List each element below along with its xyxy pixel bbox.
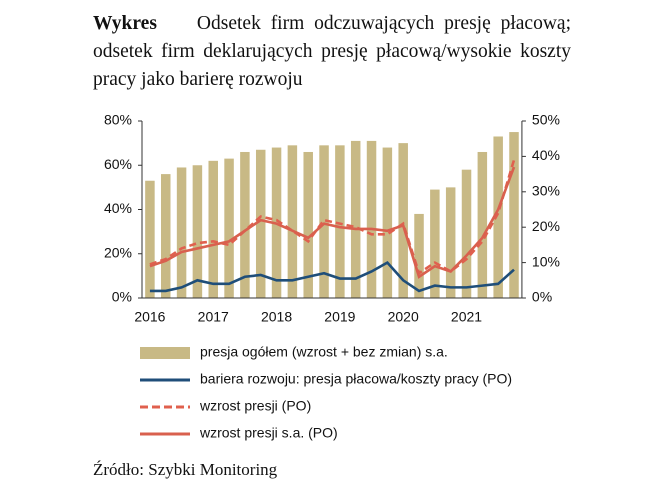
line — [149, 260, 515, 293]
bar — [493, 136, 503, 298]
bar — [208, 160, 218, 298]
bar — [398, 143, 408, 298]
y-tick-label: 60% — [104, 156, 132, 172]
y-tick-label: 20% — [104, 244, 132, 260]
y-tick-label: 40% — [104, 200, 132, 216]
chart: 0% 20% 40% 60% 80% 0% 10% 20% 30% 40% 50% 2016 2017 2… — [104, 112, 560, 441]
line — [149, 166, 516, 279]
bar — [414, 213, 424, 298]
line — [149, 159, 516, 276]
y2-tick-label: 50% — [532, 112, 560, 128]
y2-tick-label: 20% — [532, 218, 560, 234]
bar — [287, 145, 298, 298]
bar — [445, 187, 456, 298]
bar — [319, 145, 329, 298]
bar — [240, 151, 250, 298]
x-tick-label: 2016 — [134, 309, 165, 325]
bar — [145, 180, 155, 298]
source: Źródło: Szybki Monitoring — [93, 460, 278, 479]
y-tick-label: 80% — [104, 112, 132, 128]
x-tick-label: 2018 — [261, 309, 292, 325]
legend-swatch — [140, 347, 190, 359]
x-tick-label: 2017 — [198, 309, 229, 325]
x-tick-label: 2021 — [451, 309, 482, 325]
legend-label: wzrost presji (PO) — [199, 398, 311, 414]
bar — [509, 132, 519, 298]
bar — [366, 140, 377, 298]
bar — [176, 167, 187, 298]
bar — [255, 149, 266, 298]
bar — [160, 174, 171, 298]
bar — [192, 165, 203, 298]
title-label: Wykres — [93, 13, 157, 34]
x-tick-label: 2019 — [324, 309, 355, 325]
bar — [303, 151, 313, 298]
legend-label: bariera rozwoju: presja płacowa/koszty p… — [200, 371, 512, 387]
y2-tick-label: 30% — [532, 183, 560, 199]
y2-tick-label: 0% — [532, 289, 552, 305]
title-block: Wykres Odsetek firm odczuwających presję … — [93, 10, 571, 94]
bar — [350, 140, 361, 298]
chart-title: Odsetek firm odczuwających presję płacow… — [93, 13, 571, 90]
bar — [224, 158, 234, 298]
x-tick-label: 2020 — [388, 309, 419, 325]
bar — [461, 169, 472, 298]
bar — [477, 151, 488, 298]
bar — [382, 147, 393, 298]
y2-tick-label: 10% — [532, 253, 560, 269]
y-tick-label: 0% — [112, 289, 132, 305]
bar — [430, 189, 440, 298]
legend-label: presja ogółem (wzrost + bez zmian) s.a. — [200, 344, 448, 360]
y2-tick-label: 40% — [532, 147, 560, 163]
bar — [335, 145, 345, 298]
legend-label: wzrost presji s.a. (PO) — [199, 425, 338, 441]
